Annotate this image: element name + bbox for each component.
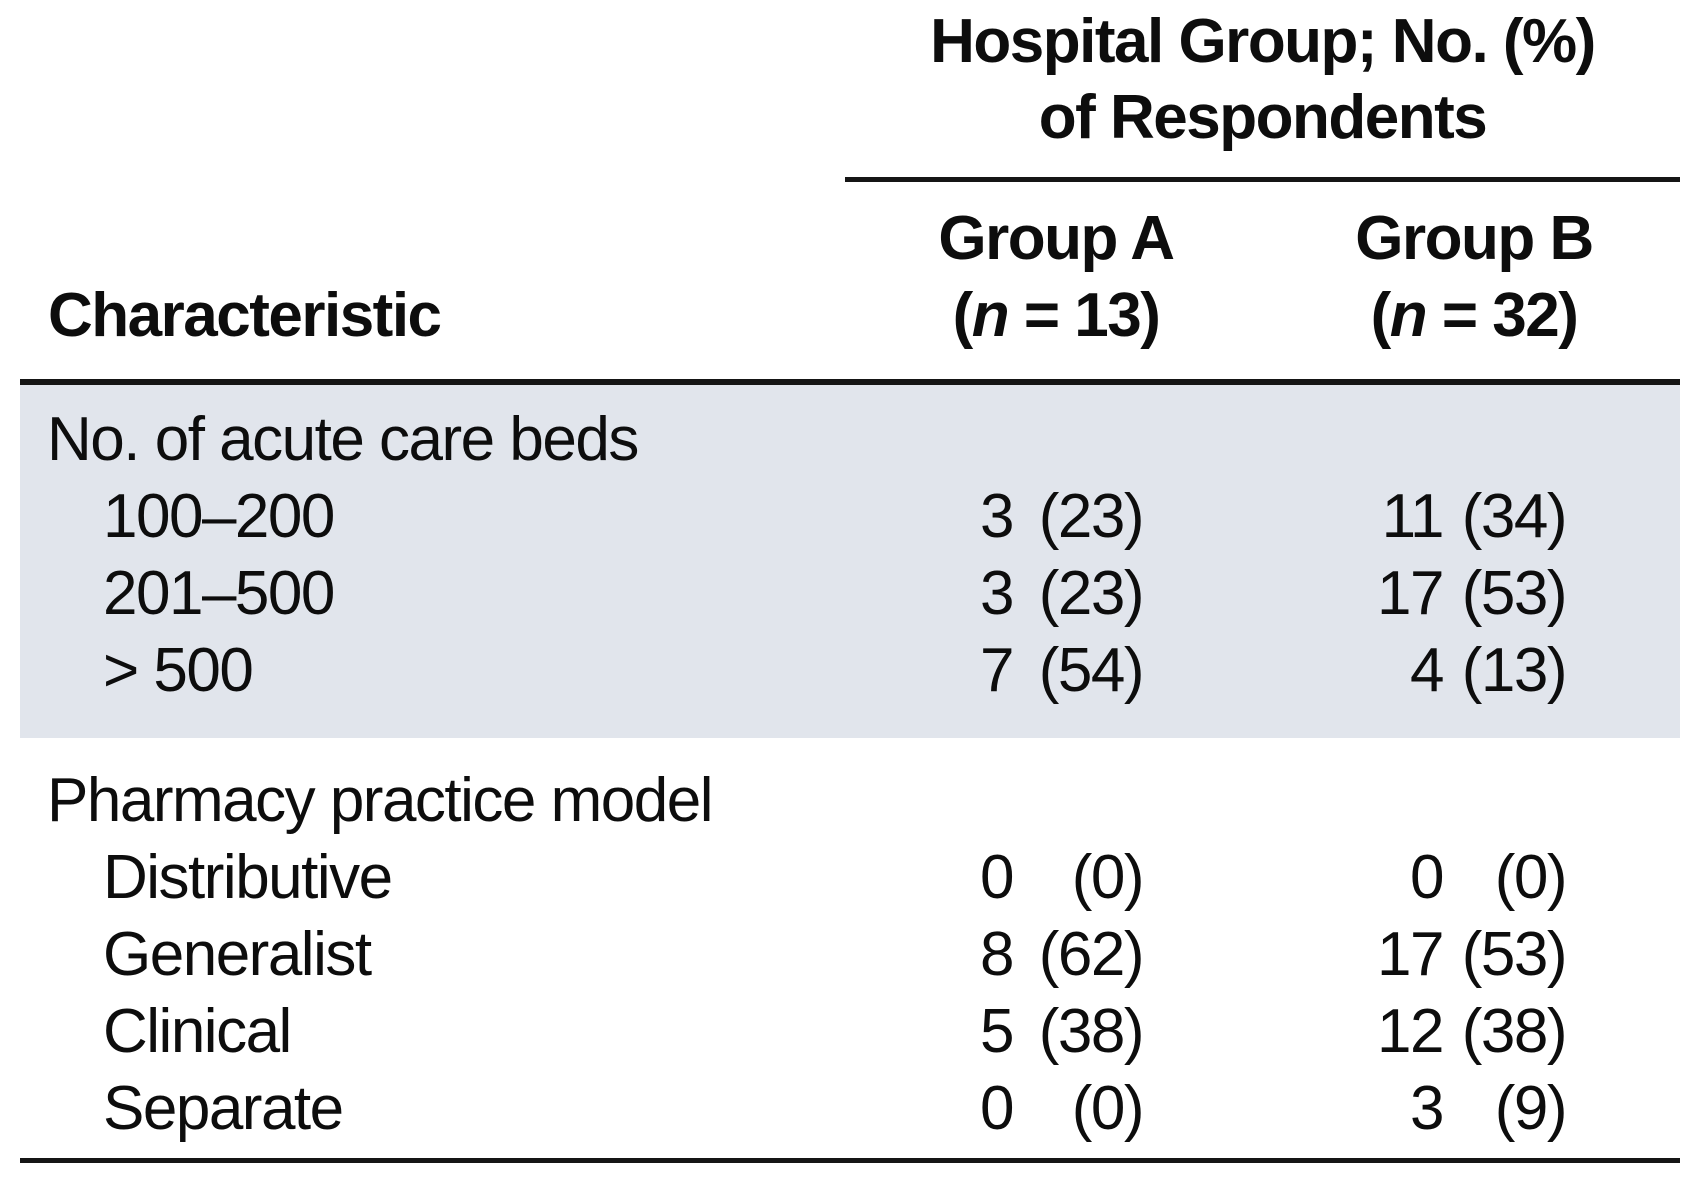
table-row: > 500 7 (54) 4 (13) [20,632,1680,709]
row-label: > 500 [103,636,254,705]
group-a-percent: (62) [1038,920,1145,989]
group-a-count: 3 [980,482,1014,551]
group-a-count: 5 [980,997,1014,1066]
group-b-count: 12 [1377,997,1444,1066]
section-heading: No. of acute care beds [47,405,639,474]
table-row: 100–200 3 (23) 11 (34) [20,478,1680,555]
group-b-percent: (9) [1494,1074,1568,1143]
characteristic-column-header: Characteristic [48,281,442,350]
group-b-column-header: Group B (n = 32) [1324,200,1624,354]
group-b-n-rest: = 32) [1426,281,1579,350]
group-a-percent: (38) [1038,997,1145,1066]
row-label: 201–500 [103,559,335,628]
row-label: Distributive [103,843,393,912]
section-acute-care-beds: No. of acute care beds 100–200 3 (23) 11… [20,385,1680,738]
row-label: Generalist [103,920,372,989]
group-a-n-symbol: n [971,281,1010,350]
group-a-n-open: ( [952,281,974,350]
group-a-column-header: Group A (n = 13) [906,200,1206,354]
group-a-percent: (0) [1071,1074,1145,1143]
spanning-header-line2: of Respondents [1038,83,1488,152]
section-heading-row: Pharmacy practice model [20,762,1680,839]
group-b-count: 3 [1410,1074,1444,1143]
section-heading-row: No. of acute care beds [20,401,1680,478]
group-b-count: 17 [1377,920,1444,989]
table-row: Separate 0 (0) 3 (9) [20,1070,1680,1147]
group-a-percent: (23) [1038,482,1145,551]
group-b-percent: (38) [1461,997,1568,1066]
group-a-n-rest: = 13) [1008,281,1161,350]
group-a-count: 8 [980,920,1014,989]
group-b-n-open: ( [1370,281,1392,350]
group-b-percent: (34) [1461,482,1568,551]
row-label: Separate [103,1074,344,1143]
group-b-percent: (53) [1461,559,1568,628]
group-b-n: (n = 32) [1324,277,1624,354]
section-heading: Pharmacy practice model [47,766,714,835]
group-a-percent: (0) [1071,843,1145,912]
group-b-percent: (0) [1494,843,1568,912]
spanning-column-header: Hospital Group; No. (%) of Respondents [845,4,1680,156]
table-header: Hospital Group; No. (%) of Respondents C… [20,0,1680,379]
group-a-percent: (23) [1038,559,1145,628]
row-label: 100–200 [103,482,335,551]
group-a-count: 3 [980,559,1014,628]
group-b-count: 11 [1381,482,1445,551]
group-a-n: (n = 13) [906,277,1206,354]
group-b-count: 17 [1377,559,1444,628]
group-b-percent: (13) [1461,636,1568,705]
header-body-divider-rule [20,379,1680,385]
group-a-count: 0 [980,1074,1014,1143]
table-row: Distributive 0 (0) 0 (0) [20,839,1680,916]
group-b-n-symbol: n [1389,281,1428,350]
table-row: 201–500 3 (23) 17 (53) [20,555,1680,632]
group-a-count: 7 [980,636,1014,705]
characteristics-table: Hospital Group; No. (%) of Respondents C… [20,0,1680,1163]
section-pharmacy-practice-model: Pharmacy practice model Distributive 0 (… [20,738,1680,1147]
group-a-count: 0 [980,843,1014,912]
group-b-name: Group B [1355,204,1594,273]
table-row: Clinical 5 (38) 12 (38) [20,993,1680,1070]
group-a-percent: (54) [1038,636,1145,705]
group-b-count: 4 [1410,636,1444,705]
header-rule [845,177,1680,182]
table-row: Generalist 8 (62) 17 (53) [20,916,1680,993]
group-b-count: 0 [1410,843,1444,912]
group-a-name: Group A [938,204,1175,273]
group-b-percent: (53) [1461,920,1568,989]
row-label: Clinical [103,997,292,1066]
table-bottom-rule [20,1158,1680,1163]
spanning-header-line1: Hospital Group; No. (%) [930,7,1596,76]
